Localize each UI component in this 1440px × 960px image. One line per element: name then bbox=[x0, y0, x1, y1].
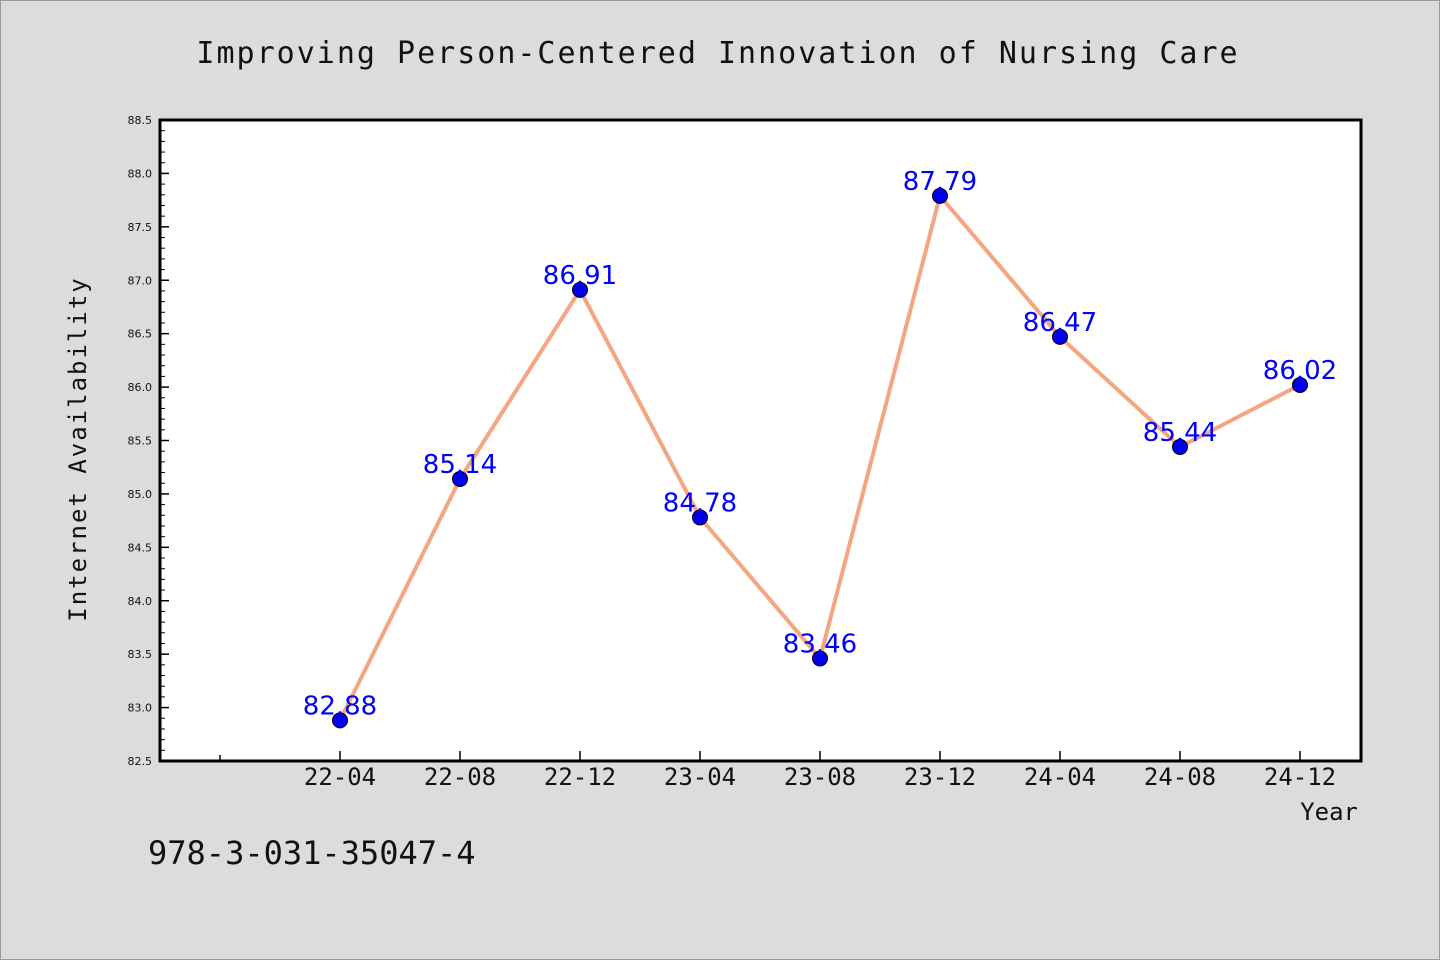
x-tick-label: 22-04 bbox=[304, 763, 376, 791]
y-axis-label: Internet Availability bbox=[64, 276, 92, 621]
data-label: 86.91 bbox=[543, 261, 617, 291]
x-axis: 22-04 22-08 22-12 23-04 23-08 23-12 24-04 24-08… bbox=[219, 751, 1336, 791]
x-tick-label: 22-12 bbox=[544, 763, 616, 791]
data-label: 82.88 bbox=[303, 691, 377, 721]
x-tick-label: 23-12 bbox=[904, 763, 976, 791]
x-tick-label: 24-04 bbox=[1024, 763, 1096, 791]
data-label: 83.46 bbox=[783, 629, 857, 659]
y-tick-label: 84.5 bbox=[128, 541, 153, 554]
data-label: 84.78 bbox=[663, 488, 737, 518]
data-point bbox=[692, 509, 708, 526]
y-tick-label: 86.0 bbox=[128, 381, 153, 394]
y-tick-label: 88.0 bbox=[128, 167, 153, 180]
y-tick-label: 82.5 bbox=[128, 755, 153, 768]
plot-frame bbox=[158, 118, 1363, 763]
data-point bbox=[1052, 328, 1068, 345]
y-tick-label: 83.5 bbox=[128, 648, 153, 661]
y-tick-label: 85.5 bbox=[128, 435, 153, 448]
y-axis: 82.5 83.0 83.5 84.0 84.5 85.0 85.5 86.0 86.5 87.0… bbox=[128, 114, 169, 768]
data-point bbox=[572, 281, 588, 298]
data-series: 82.88 85.14 86.91 84.78 83.46 87.79 86.47 85.44… bbox=[303, 167, 1337, 729]
data-label: 85.14 bbox=[423, 450, 497, 480]
y-tick-label: 88.5 bbox=[128, 114, 153, 127]
chart-title: Improving Person-Centered Innovation of … bbox=[196, 36, 1239, 71]
data-point bbox=[812, 650, 828, 667]
x-tick-label: 24-08 bbox=[1144, 763, 1216, 791]
data-point bbox=[332, 712, 348, 729]
y-tick-label: 86.5 bbox=[128, 328, 153, 341]
y-tick-label: 84.0 bbox=[128, 595, 153, 608]
footer-text: 978-3-031-35047-4 bbox=[148, 834, 476, 872]
y-tick-label: 87.0 bbox=[128, 274, 153, 287]
data-label: 87.79 bbox=[903, 167, 977, 197]
data-label: 86.02 bbox=[1263, 356, 1337, 386]
y-tick-label: 87.5 bbox=[128, 221, 153, 234]
x-tick-label: 22-08 bbox=[424, 763, 496, 791]
x-tick-label: 23-04 bbox=[664, 763, 736, 791]
x-tick-label: 23-08 bbox=[784, 763, 856, 791]
data-point bbox=[1292, 376, 1308, 393]
data-point bbox=[452, 470, 468, 487]
data-label: 85.44 bbox=[1143, 418, 1217, 448]
data-point bbox=[1172, 438, 1188, 455]
plot-area bbox=[160, 120, 1361, 761]
y-tick-label: 83.0 bbox=[128, 702, 153, 715]
x-tick-label: 24-12 bbox=[1264, 763, 1336, 791]
y-tick-label: 85.0 bbox=[128, 488, 153, 501]
data-label: 86.47 bbox=[1023, 308, 1097, 338]
x-axis-label: Year bbox=[1300, 798, 1358, 826]
data-point bbox=[932, 187, 948, 204]
